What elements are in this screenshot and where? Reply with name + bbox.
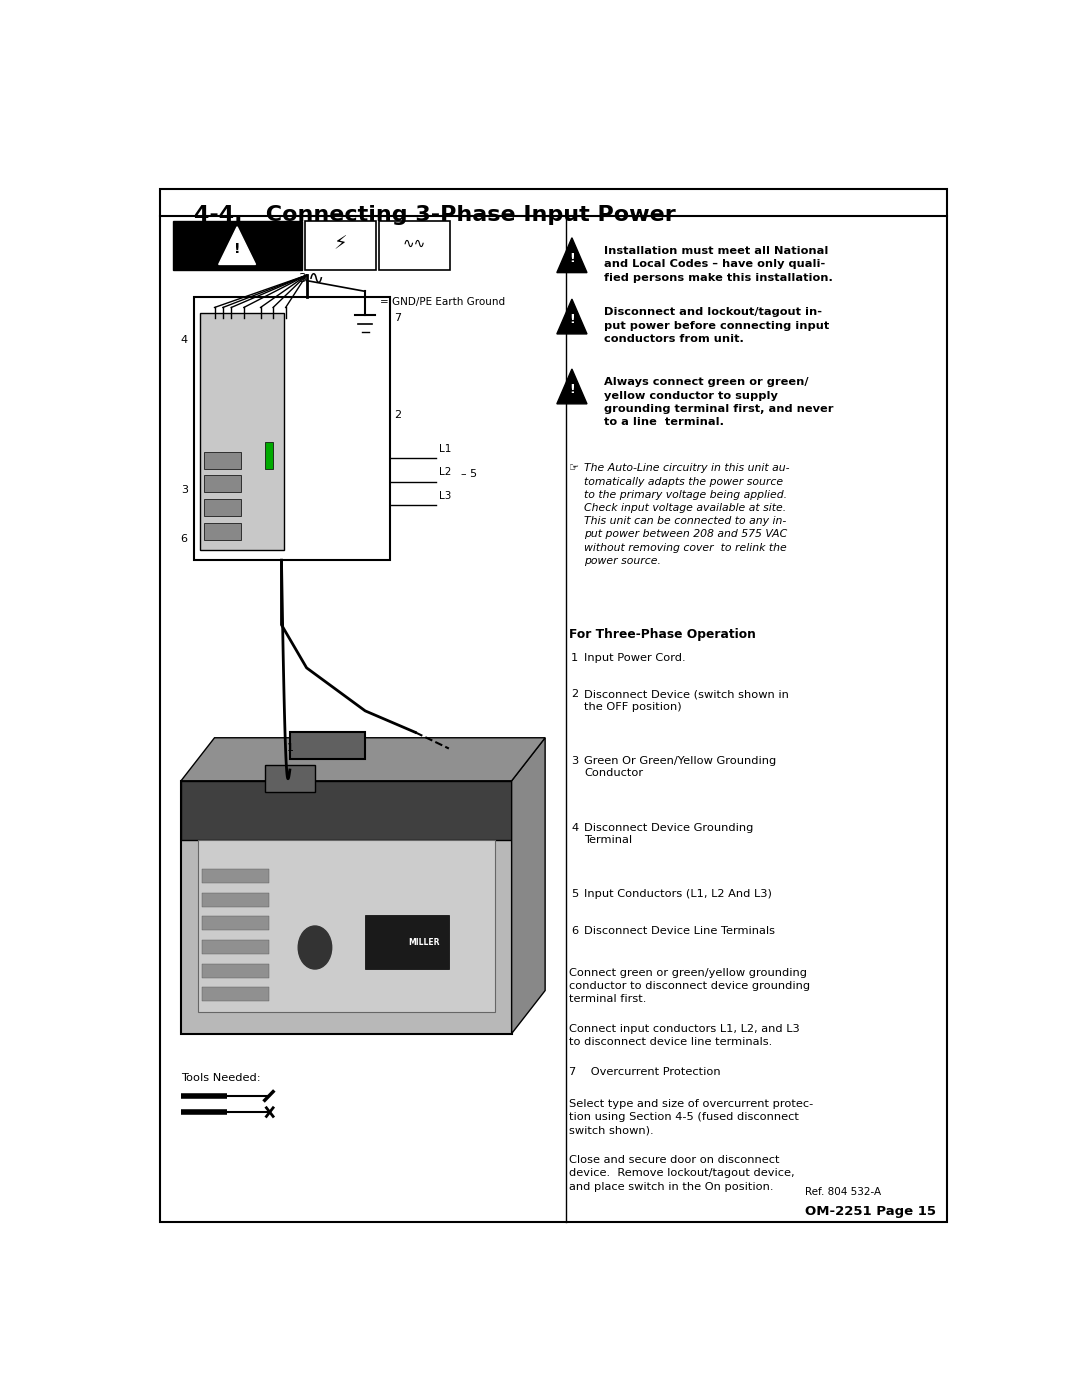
- Bar: [204, 475, 241, 493]
- Text: 7: 7: [394, 313, 402, 323]
- Text: 6: 6: [571, 926, 578, 936]
- Text: L1: L1: [438, 444, 451, 454]
- Bar: [289, 732, 365, 760]
- Text: 1: 1: [286, 743, 294, 753]
- Polygon shape: [557, 299, 588, 334]
- Text: Disconnect Device Line Terminals: Disconnect Device Line Terminals: [584, 926, 775, 936]
- Bar: [200, 313, 284, 549]
- Bar: [202, 893, 269, 907]
- Bar: [173, 222, 302, 270]
- Text: ∿∿: ∿∿: [402, 237, 426, 251]
- Text: Input Conductors (L1, L2 And L3): Input Conductors (L1, L2 And L3): [584, 890, 772, 900]
- Text: 2: 2: [571, 689, 578, 700]
- Text: 4-4.   Connecting 3-Phase Input Power: 4-4. Connecting 3-Phase Input Power: [193, 205, 675, 225]
- Text: 5: 5: [571, 890, 578, 900]
- Text: = GND/PE Earth Ground: = GND/PE Earth Ground: [380, 298, 505, 307]
- Text: – 5: – 5: [461, 469, 477, 479]
- Text: !: !: [569, 313, 575, 326]
- Text: Disconnect and lockout/tagout in-
put power before connecting input
conductors f: Disconnect and lockout/tagout in- put po…: [604, 307, 829, 344]
- Text: Select type and size of overcurrent protec-
tion using Section 4-5 (fused discon: Select type and size of overcurrent prot…: [568, 1099, 813, 1136]
- Text: !: !: [569, 383, 575, 395]
- Text: Input Power Cord.: Input Power Cord.: [584, 652, 686, 662]
- Text: 4: 4: [180, 335, 188, 345]
- Text: Tools Needed:: Tools Needed:: [181, 1073, 260, 1083]
- Text: 2: 2: [394, 411, 402, 420]
- Text: 3: 3: [180, 485, 188, 496]
- Polygon shape: [218, 226, 256, 264]
- Text: 3: 3: [571, 756, 578, 766]
- Bar: [204, 451, 241, 469]
- Text: !: !: [234, 243, 241, 257]
- Bar: [181, 781, 512, 840]
- Bar: [181, 781, 512, 1034]
- Bar: [379, 222, 449, 270]
- Polygon shape: [557, 369, 588, 404]
- Text: L3: L3: [438, 492, 451, 502]
- Polygon shape: [181, 738, 545, 781]
- Bar: [202, 964, 269, 978]
- Text: 7    Overcurrent Protection: 7 Overcurrent Protection: [568, 1067, 720, 1077]
- Bar: [204, 522, 241, 539]
- Bar: [365, 915, 449, 970]
- Text: Green Or Green/Yellow Grounding
Conductor: Green Or Green/Yellow Grounding Conducto…: [584, 756, 777, 778]
- Text: !: !: [569, 251, 575, 264]
- Polygon shape: [512, 738, 545, 1034]
- Polygon shape: [557, 237, 588, 272]
- Text: ⚡: ⚡: [334, 235, 347, 253]
- Bar: [202, 940, 269, 954]
- Text: L2: L2: [438, 468, 451, 478]
- Text: ∿: ∿: [308, 270, 325, 288]
- Text: 3: 3: [298, 272, 306, 285]
- Text: Disconnect Device Grounding
Terminal: Disconnect Device Grounding Terminal: [584, 823, 754, 845]
- Text: Connect input conductors L1, L2, and L3
to disconnect device line terminals.: Connect input conductors L1, L2, and L3 …: [568, 1024, 799, 1048]
- Text: Connect green or green/yellow grounding
conductor to disconnect device grounding: Connect green or green/yellow grounding …: [568, 968, 810, 1004]
- Text: Disconnect Device (switch shown in
the OFF position): Disconnect Device (switch shown in the O…: [584, 689, 789, 711]
- Bar: [202, 869, 269, 883]
- Bar: [265, 764, 315, 792]
- Text: Close and secure door on disconnect
device.  Remove lockout/tagout device,
and p: Close and secure door on disconnect devi…: [568, 1155, 794, 1192]
- Text: Installation must meet all National
and Local Codes – have only quali-
fied pers: Installation must meet all National and …: [604, 246, 833, 282]
- Text: 6: 6: [180, 534, 188, 543]
- Bar: [193, 296, 390, 560]
- Circle shape: [298, 926, 332, 970]
- Bar: [265, 441, 273, 469]
- Text: Always connect green or green/
yellow conductor to supply
grounding terminal fir: Always connect green or green/ yellow co…: [604, 377, 834, 427]
- Text: 1: 1: [571, 652, 578, 662]
- Bar: [202, 916, 269, 930]
- Bar: [202, 988, 269, 1002]
- Text: ☞: ☞: [568, 464, 579, 474]
- Text: MILLER: MILLER: [408, 937, 440, 947]
- Bar: [204, 499, 241, 515]
- Text: OM-2251 Page 15: OM-2251 Page 15: [805, 1204, 935, 1218]
- Bar: [305, 222, 376, 270]
- Text: For Three-Phase Operation: For Three-Phase Operation: [568, 629, 755, 641]
- Text: 4: 4: [571, 823, 578, 833]
- Bar: [198, 840, 495, 1011]
- Text: Ref. 804 532-A: Ref. 804 532-A: [805, 1186, 880, 1197]
- Text: The Auto-Line circuitry in this unit au-
tomatically adapts the power source
to : The Auto-Line circuitry in this unit au-…: [584, 464, 789, 566]
